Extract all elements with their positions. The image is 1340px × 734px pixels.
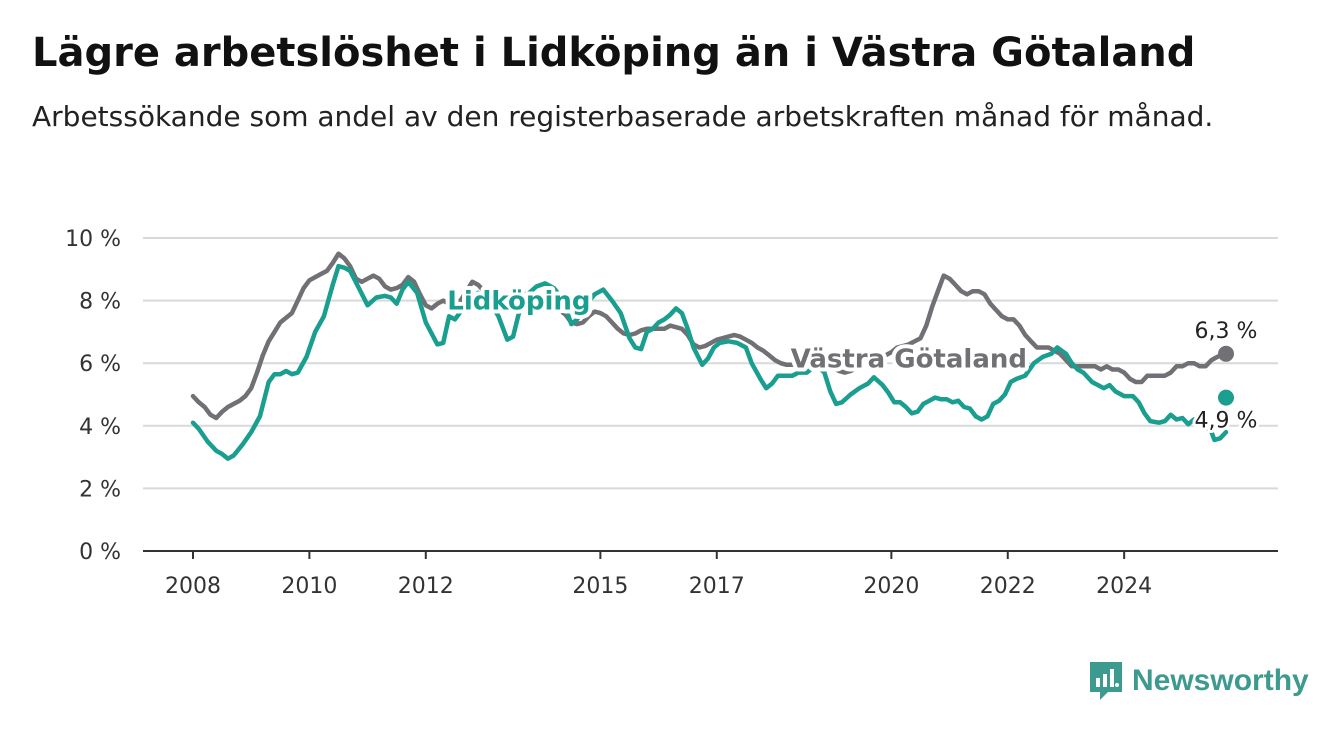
x-tick-label: 2010 (281, 574, 337, 599)
x-tick-label: 2017 (689, 574, 745, 599)
gridlines (143, 237, 1278, 490)
series-line-vastra-gotaland (190, 251, 1229, 421)
y-tick-label: 2 % (79, 477, 121, 502)
end-value-label-lidkoping: 4,9 % (1195, 409, 1258, 434)
x-tick-label: 2024 (1096, 574, 1152, 599)
x-tick-label: 2022 (980, 574, 1036, 599)
y-tick-label: 4 % (79, 415, 121, 440)
end-value-label-vastra-gotaland: 6,3 % (1195, 319, 1258, 344)
series-labels: Lidköping 4,9 % Västra Götaland 6,3 % (443, 283, 1260, 437)
chart-subtitle: Arbetssökande som andel av den registerb… (32, 100, 1214, 133)
end-point-lidkoping (1218, 389, 1234, 406)
y-axis-ticks: 0 % 2 % 4 % 6 % 8 % 10 % (65, 227, 121, 565)
brand-name: Newsworthy (1132, 664, 1309, 697)
y-tick-label: 10 % (65, 227, 121, 252)
chart-title: Lägre arbetslöshet i Lidköping än i Väst… (32, 30, 1196, 76)
series-label-lidkoping: Lidköping (447, 287, 590, 317)
newsworthy-logo-icon (1090, 662, 1122, 700)
x-tick-label: 2015 (572, 574, 628, 599)
line-chart: 0 % 2 % 4 % 6 % 8 % 10 % 2008 2010 2012 2015 2017… (65, 227, 1278, 599)
series-line-lidkoping (190, 263, 1229, 461)
brand: Newsworthy (1088, 660, 1309, 702)
y-tick-label: 6 % (79, 352, 121, 377)
y-tick-label: 8 % (79, 290, 121, 315)
series-label-vastra-gotaland: Västra Götaland (791, 345, 1027, 375)
x-tick-label: 2020 (863, 574, 919, 599)
x-axis: 2008 2010 2012 2015 2017 2020 2022 2024 (143, 550, 1278, 599)
end-point-vastra-gotaland (1218, 345, 1234, 362)
x-tick-label: 2008 (165, 574, 221, 599)
x-tick-label: 2012 (398, 574, 454, 599)
y-tick-label: 0 % (79, 540, 121, 565)
series-lines (190, 251, 1229, 461)
